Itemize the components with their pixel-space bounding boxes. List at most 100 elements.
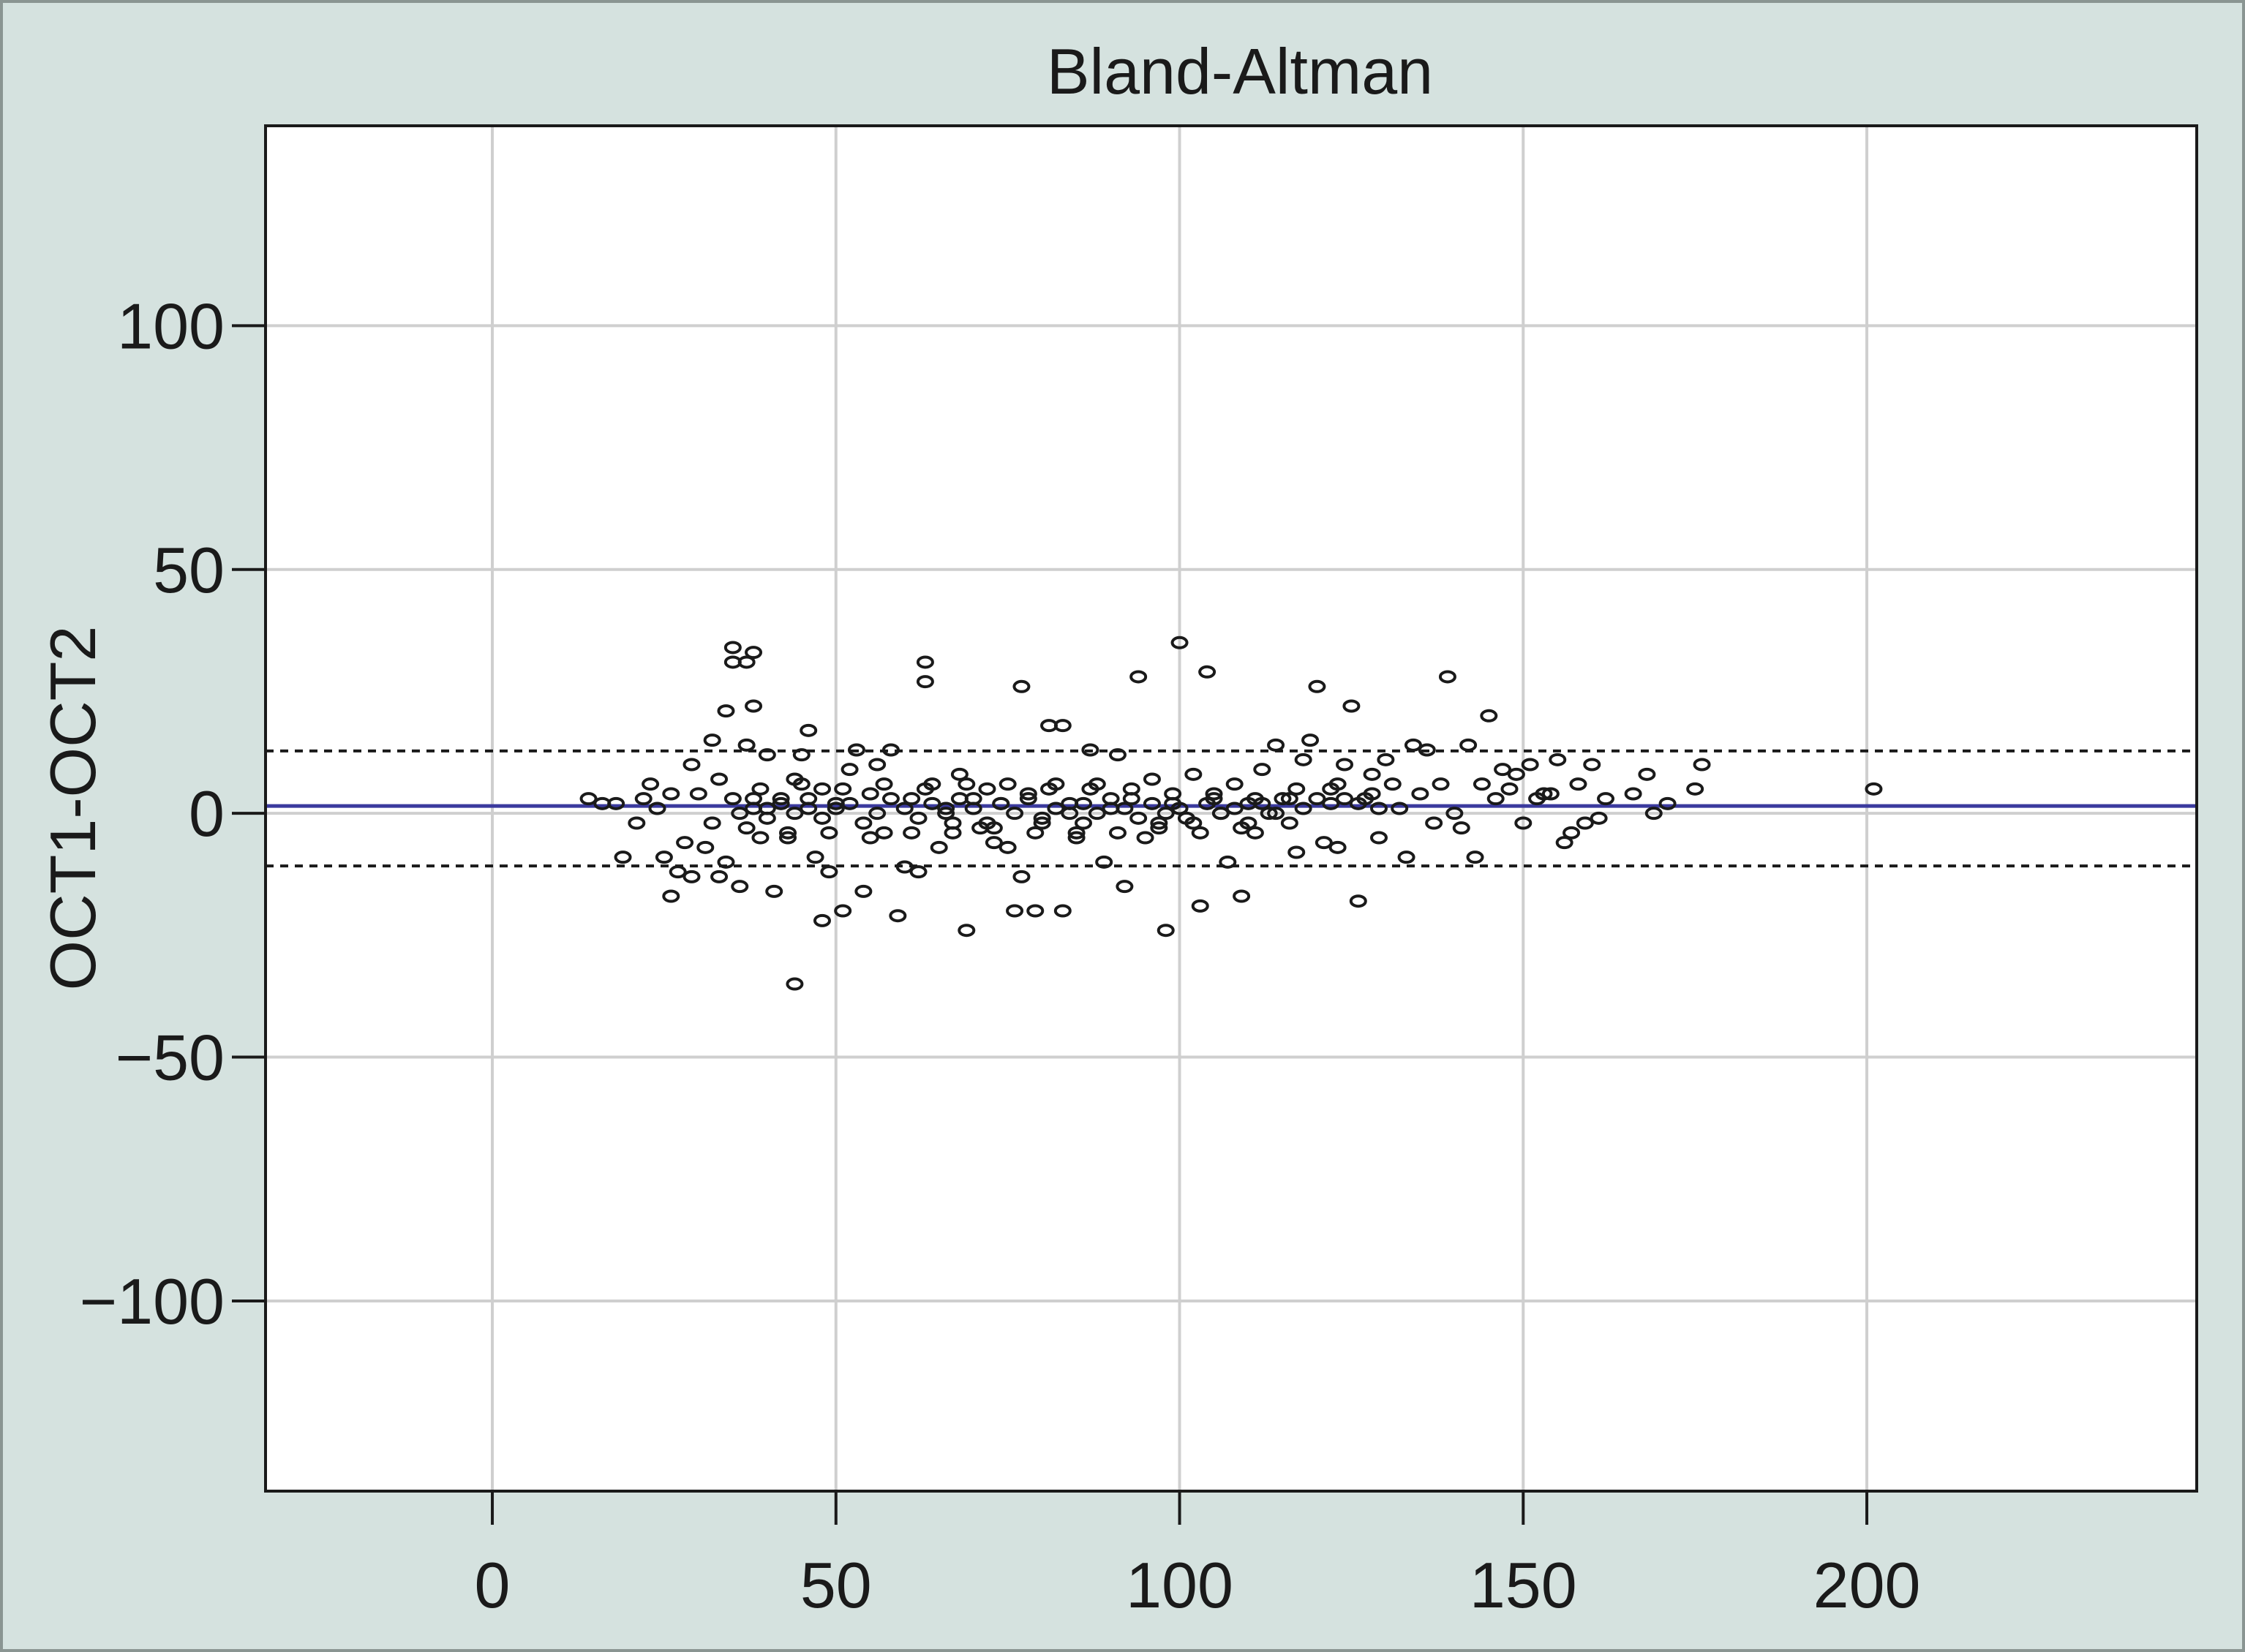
data-point xyxy=(772,796,790,810)
data-point xyxy=(745,699,763,713)
data-point xyxy=(1308,792,1326,806)
y-axis: −100 −50 0 50 100 xyxy=(80,290,266,1338)
y-tick-label: 100 xyxy=(117,290,225,362)
data-point xyxy=(916,675,934,689)
data-point xyxy=(1363,787,1381,801)
data-point xyxy=(1624,787,1642,801)
data-point xyxy=(1383,777,1402,791)
data-point xyxy=(703,816,721,830)
data-point xyxy=(1274,792,1292,806)
data-point xyxy=(1116,880,1134,894)
data-point xyxy=(1211,807,1230,821)
data-point xyxy=(648,802,666,815)
data-point xyxy=(1349,894,1367,908)
y-tick-label: 0 xyxy=(189,777,225,850)
data-point xyxy=(737,655,756,669)
data-point xyxy=(1280,792,1298,806)
data-point xyxy=(958,924,976,938)
data-point xyxy=(1184,767,1203,781)
data-point xyxy=(1246,826,1264,840)
data-point xyxy=(820,826,838,840)
data-point xyxy=(689,787,707,801)
data-point xyxy=(1253,763,1271,777)
data-point xyxy=(841,796,859,810)
data-point xyxy=(1122,782,1140,796)
data-point xyxy=(786,807,804,821)
data-point xyxy=(992,796,1010,810)
data-point xyxy=(765,884,783,898)
data-point xyxy=(827,802,845,815)
data-point xyxy=(1170,635,1189,649)
data-point xyxy=(710,870,729,883)
data-point xyxy=(1391,802,1409,815)
data-point xyxy=(710,772,729,786)
data-point xyxy=(909,865,928,879)
data-point xyxy=(889,909,907,923)
data-point xyxy=(1514,816,1533,830)
data-point xyxy=(1322,796,1340,810)
data-point xyxy=(717,704,735,718)
data-point xyxy=(813,782,831,796)
data-point xyxy=(1246,792,1264,806)
data-point xyxy=(634,792,653,806)
data-point xyxy=(1597,792,1615,806)
data-point xyxy=(868,807,887,821)
data-point xyxy=(1480,709,1498,723)
data-point xyxy=(1425,816,1443,830)
data-point xyxy=(868,758,887,772)
y-tick-label: −50 xyxy=(116,1022,225,1094)
data-point xyxy=(1053,904,1072,918)
data-point xyxy=(1507,767,1525,781)
data-point xyxy=(1088,807,1106,821)
data-point xyxy=(1521,758,1539,772)
data-point xyxy=(950,792,969,806)
data-point xyxy=(999,777,1017,791)
data-point xyxy=(1377,753,1395,766)
data-point xyxy=(834,782,852,796)
data-point xyxy=(1061,796,1079,810)
data-point xyxy=(1590,811,1608,825)
data-point xyxy=(875,777,893,791)
data-point xyxy=(1095,855,1113,869)
data-point xyxy=(1411,787,1429,801)
data-point xyxy=(1486,792,1505,806)
data-point xyxy=(937,802,955,815)
data-point xyxy=(1555,836,1573,850)
data-point xyxy=(703,733,721,747)
data-point xyxy=(1328,777,1347,791)
data-point xyxy=(1267,807,1285,821)
data-point xyxy=(1026,904,1045,918)
data-point xyxy=(786,977,804,991)
data-point xyxy=(1693,758,1711,772)
data-point xyxy=(1053,719,1072,733)
data-point xyxy=(1143,772,1161,786)
data-point xyxy=(1563,826,1581,840)
data-point xyxy=(731,807,749,821)
data-point xyxy=(682,870,701,883)
data-point xyxy=(1116,802,1134,815)
x-tick-label: 50 xyxy=(800,1549,872,1621)
data-point xyxy=(1102,792,1120,806)
data-point xyxy=(1287,845,1306,859)
data-point xyxy=(861,787,879,801)
data-point xyxy=(642,777,660,791)
data-point xyxy=(800,723,818,737)
data-point xyxy=(923,796,941,810)
data-point xyxy=(1033,811,1051,825)
data-point xyxy=(1336,792,1354,806)
data-point xyxy=(1081,743,1099,757)
data-point xyxy=(779,831,797,845)
data-point xyxy=(1143,796,1161,810)
x-tick-label: 150 xyxy=(1470,1549,1577,1621)
data-point xyxy=(1108,826,1127,840)
data-point xyxy=(669,865,687,879)
data-point xyxy=(854,884,873,898)
data-point xyxy=(1301,733,1320,747)
data-point xyxy=(758,811,776,825)
data-point xyxy=(937,807,955,821)
data-point xyxy=(1397,850,1415,864)
x-tick-label: 0 xyxy=(475,1549,511,1621)
data-point xyxy=(1638,767,1656,781)
data-point xyxy=(1494,763,1512,777)
